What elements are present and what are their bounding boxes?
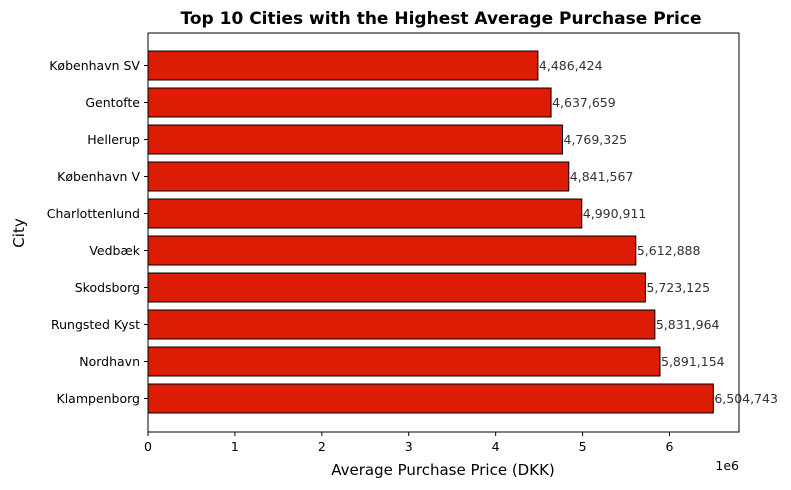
bar <box>147 87 552 118</box>
bar-value-label: 4,486,424 <box>539 58 603 73</box>
x-scale-label: 1e6 <box>715 458 739 473</box>
bar <box>147 383 714 414</box>
y-tick-label: Vedbæk <box>89 243 140 258</box>
bar-value-label: 5,612,888 <box>637 243 701 258</box>
x-tick-label: 0 <box>144 439 152 454</box>
bar-value-label: 5,723,125 <box>646 280 710 295</box>
bar-value-label: 5,891,154 <box>661 354 725 369</box>
x-tick-label: 6 <box>665 439 673 454</box>
y-tick-label: Gentofte <box>85 95 140 110</box>
bar <box>147 50 539 81</box>
x-tick-label: 3 <box>405 439 413 454</box>
y-tick-label: København SV <box>49 58 140 73</box>
bar-value-label: 6,504,743 <box>714 391 778 406</box>
y-tick-label: Klampenborg <box>57 391 141 406</box>
plot-area: 4,486,424 4,637,659 4,769,325 4,841,567 4,99… <box>147 50 778 414</box>
bar-value-label: 5,831,964 <box>656 317 720 332</box>
bar-value-label: 4,637,659 <box>552 95 616 110</box>
bar <box>147 346 661 377</box>
y-axis: København SV Gentofte Hellerup København V C… <box>47 58 148 406</box>
chart-title: Top 10 Cities with the Highest Average P… <box>181 9 702 29</box>
x-tick-label: 2 <box>318 439 326 454</box>
bar <box>147 161 570 192</box>
x-tick-label: 4 <box>492 439 500 454</box>
y-tick-label: Skodsborg <box>75 280 140 295</box>
y-tick-label: Hellerup <box>87 132 140 147</box>
bar <box>147 198 583 229</box>
bar-value-label: 4,990,911 <box>583 206 647 221</box>
plot-frame <box>147 32 740 433</box>
y-tick-label: Charlottenlund <box>47 206 140 221</box>
bar <box>147 124 564 155</box>
x-axis: 0 1 2 3 4 5 6 <box>144 432 673 454</box>
x-tick-label: 5 <box>579 439 587 454</box>
y-tick-label: Rungsted Kyst <box>51 317 140 332</box>
bar-value-label: 4,841,567 <box>570 169 634 184</box>
bar <box>147 272 646 303</box>
y-tick-label: København V <box>57 169 140 184</box>
bar <box>147 235 637 266</box>
x-axis-label: Average Purchase Price (DKK) <box>331 461 555 479</box>
x-tick-label: 1 <box>231 439 239 454</box>
y-tick-label: Nordhavn <box>79 354 140 369</box>
y-axis-label: City <box>10 218 28 248</box>
bar-value-label: 4,769,325 <box>564 132 628 147</box>
bar <box>147 309 656 340</box>
